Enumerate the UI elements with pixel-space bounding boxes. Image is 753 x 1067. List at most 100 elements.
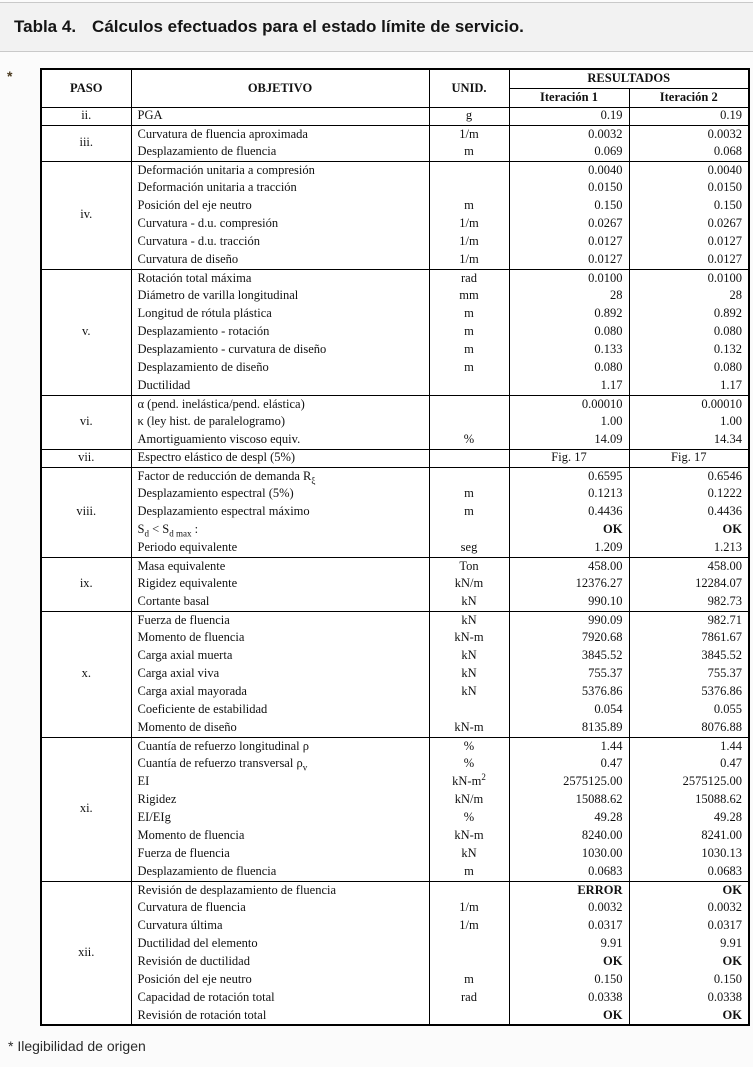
result-cell-iteracion-2: OK: [628, 521, 750, 539]
result-cell-iteracion-2: 1.213: [628, 539, 750, 557]
objetivo-cell: Momento de diseño: [130, 719, 430, 737]
paso-cell: vi.: [40, 394, 132, 449]
paso-cell: ix.: [40, 556, 132, 611]
objetivo-cell: Sd < Sd max :: [130, 521, 430, 539]
table-row: EI/EIg% 49.28 49.28: [41, 809, 750, 827]
result-cell-iteracion-2: 982.73: [628, 593, 750, 611]
result-cell-iteracion-1: 0.0267: [508, 215, 630, 233]
table-row: EI kN-m2 2575125.00 2575125.00: [41, 773, 750, 791]
objetivo-cell: Ductilidad: [130, 377, 430, 395]
result-cell-iteracion-1: 49.28: [508, 809, 630, 827]
result-cell-iteracion-1: 14.09: [508, 431, 630, 449]
objetivo-cell: Curvatura de fluencia: [130, 899, 430, 917]
paso-cell: x.: [40, 610, 132, 737]
unit-cell: [428, 179, 510, 197]
unit-cell: [428, 521, 510, 539]
unit-cell: m: [428, 971, 510, 989]
unit-cell: [428, 160, 510, 179]
objetivo-cell: Cuantía de refuerzo transversal ρv: [130, 755, 430, 773]
table-row: Revisión de rotación total OK OK: [41, 1007, 750, 1025]
result-cell-iteracion-2: 7861.67: [628, 629, 750, 647]
result-cell-iteracion-1: 8240.00: [508, 827, 630, 845]
table-row: Cuantía de refuerzo transversal ρv% 0.47 0…: [41, 755, 750, 773]
header-iteracion-2: Iteración 2: [628, 87, 750, 108]
caption-bar: Tabla 4. Cálculos efectuados para el est…: [0, 2, 753, 52]
unit-cell: seg: [428, 539, 510, 557]
result-cell-iteracion-2: 0.150: [628, 971, 750, 989]
header-paso: PASO: [40, 68, 132, 108]
table-row: Desplazamiento - curvatura de diseño m 0.1…: [41, 341, 750, 359]
result-cell-iteracion-2: 982.71: [628, 610, 750, 629]
objetivo-cell: Desplazamiento espectral (5%): [130, 485, 430, 503]
result-cell-iteracion-1: 0.080: [508, 323, 630, 341]
result-cell-iteracion-2: 8076.88: [628, 719, 750, 737]
unit-cell: m: [428, 305, 510, 323]
objetivo-cell: Revisión de rotación total: [130, 1007, 430, 1025]
result-cell-iteracion-1: 0.0127: [508, 251, 630, 269]
unit-cell: kN: [428, 683, 510, 701]
result-cell-iteracion-2: 0.080: [628, 359, 750, 377]
objetivo-cell: PGA: [130, 106, 430, 125]
objetivo-cell: Rotación total máxima: [130, 268, 430, 287]
unit-cell: %: [428, 736, 510, 755]
table-row: Fuerza de fluencia kN 1030.00 1030.13: [41, 845, 750, 863]
result-cell-iteracion-1: 0.150: [508, 971, 630, 989]
objetivo-cell: Ductilidad del elemento: [130, 935, 430, 953]
objetivo-cell: Desplazamiento de fluencia: [130, 863, 430, 881]
paso-cell: v.: [40, 268, 132, 395]
table-row: Coeficiente de estabilidad 0.054 0.055: [41, 701, 750, 719]
paso-cell: ii.: [40, 106, 132, 125]
unit-cell: m: [428, 359, 510, 377]
objetivo-cell: Deformación unitaria a tracción: [130, 179, 430, 197]
header-resultados: RESULTADOS: [508, 68, 750, 89]
result-cell-iteracion-2: 1.00: [628, 413, 750, 431]
objetivo-cell: Momento de fluencia: [130, 827, 430, 845]
table-row: Posición del eje neutro m 0.150 0.150: [41, 197, 750, 215]
result-cell-iteracion-2: 2575125.00: [628, 773, 750, 791]
result-cell-iteracion-2: 0.47: [628, 755, 750, 773]
result-cell-iteracion-1: 8135.89: [508, 719, 630, 737]
table-row: Momento de fluencia kN-m 8240.00 8241.00: [41, 827, 750, 845]
objetivo-cell: Carga axial muerta: [130, 647, 430, 665]
unit-cell: [428, 377, 510, 395]
result-cell-iteracion-2: 0.080: [628, 323, 750, 341]
result-cell-iteracion-2: 1.44: [628, 736, 750, 755]
table-row: Capacidad de rotación total rad 0.0338 0.03…: [41, 989, 750, 1007]
result-cell-iteracion-1: 0.00010: [508, 394, 630, 413]
table-row: Longitud de rótula plástica m 0.892 0.892: [41, 305, 750, 323]
result-cell-iteracion-2: 0.0040: [628, 160, 750, 179]
objetivo-cell: Espectro elástico de despl (5%): [130, 448, 430, 467]
unit-cell: [428, 701, 510, 719]
table-row: Desplazamiento espectral (5%) m 0.1213 0.12…: [41, 485, 750, 503]
unit-cell: kN: [428, 665, 510, 683]
unit-cell: kN/m: [428, 791, 510, 809]
result-cell-iteracion-1: 15088.62: [508, 791, 630, 809]
table-row: Carga axial muerta kN 3845.52 3845.52: [41, 647, 750, 665]
table-row: Ductilidad 1.17 1.17: [41, 377, 750, 395]
results-table: PASO OBJETIVO UNID. RESULTADOS Iteración…: [40, 68, 750, 1026]
objetivo-cell: α (pend. inelástica/pend. elástica): [130, 394, 430, 413]
result-cell-iteracion-2: 0.055: [628, 701, 750, 719]
result-cell-iteracion-2: 28: [628, 287, 750, 305]
table-row: xii. Revisión de desplazamiento de fluenc…: [40, 880, 750, 1025]
result-cell-iteracion-2: 0.00010: [628, 394, 750, 413]
table-row: Curvatura - d.u. tracción 1/m 0.0127 0.0127: [41, 233, 750, 251]
result-cell-iteracion-1: 0.0032: [508, 124, 630, 143]
result-cell-iteracion-2: 3845.52: [628, 647, 750, 665]
table-row: Curvatura - d.u. compresión 1/m 0.0267 0.02…: [41, 215, 750, 233]
paso-cell: vii.: [40, 448, 132, 467]
objetivo-cell: Revisión de ductilidad: [130, 953, 430, 971]
result-cell-iteracion-2: 0.150: [628, 197, 750, 215]
table-row: ix. Masa equivalente Ton 458.00 458.00: [40, 556, 750, 611]
objetivo-cell: Desplazamiento de fluencia: [130, 143, 430, 161]
table-row: Ductilidad del elemento 9.91 9.91: [41, 935, 750, 953]
objetivo-cell: Factor de reducción de demanda Rξ: [130, 466, 430, 485]
result-cell-iteracion-1: 0.6595: [508, 466, 630, 485]
result-cell-iteracion-1: 0.069: [508, 143, 630, 161]
result-cell-iteracion-1: 0.0150: [508, 179, 630, 197]
objetivo-cell: Capacidad de rotación total: [130, 989, 430, 1007]
objetivo-cell: Curvatura - d.u. tracción: [130, 233, 430, 251]
objetivo-cell: Desplazamiento - rotación: [130, 323, 430, 341]
unit-cell: [428, 394, 510, 413]
table-row: Desplazamiento de fluencia m 0.069 0.068: [41, 143, 750, 161]
